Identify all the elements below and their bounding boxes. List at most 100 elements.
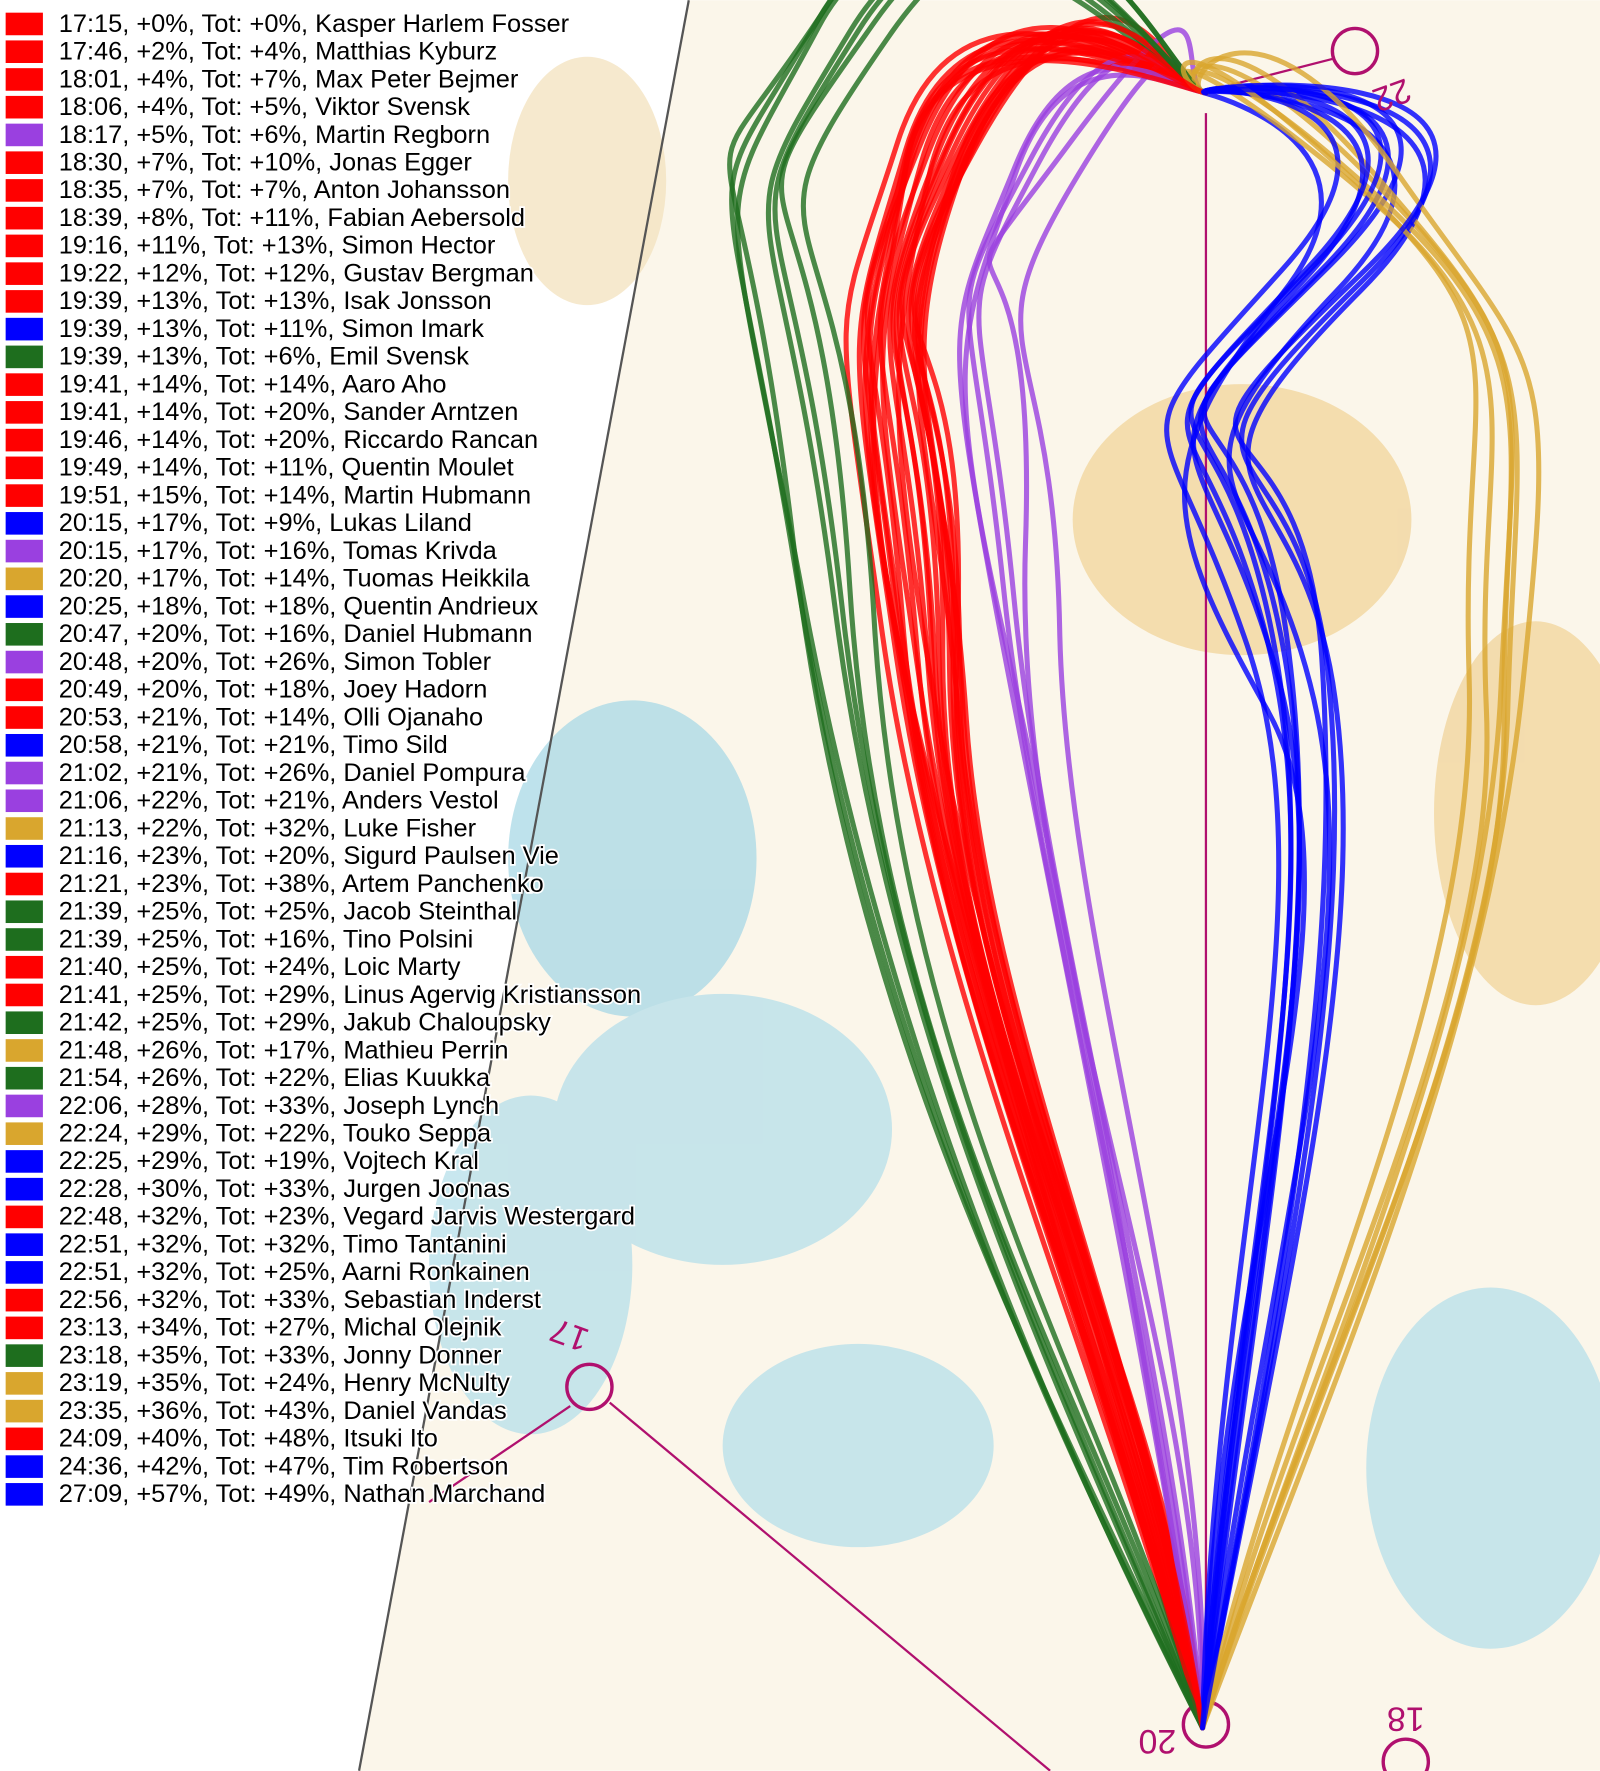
legend-label: 22:56, +32%, Tot: +33%, Sebastian Inders…	[59, 1286, 541, 1314]
route	[1180, 68, 1495, 1731]
legend-swatch	[5, 123, 43, 147]
route	[800, 0, 1209, 1731]
map-edge	[357, 0, 690, 1771]
legend-label: 19:41, +14%, Tot: +20%, Sander Arntzen	[59, 398, 519, 426]
legend-label: 21:42, +25%, Tot: +29%, Jakub Chaloupsky	[59, 1009, 551, 1037]
legend-swatch	[5, 706, 43, 729]
legend-swatch	[5, 1372, 43, 1395]
open-land	[1434, 621, 1600, 1006]
legend-label: 21:02, +21%, Tot: +26%, Daniel Pompura	[59, 759, 527, 787]
legend-swatch	[5, 983, 43, 1007]
course-leg	[428, 1405, 571, 1503]
legend-swatch	[5, 68, 43, 91]
legend-swatch	[5, 1150, 43, 1173]
legend-swatch	[5, 179, 43, 202]
legend-swatch	[5, 1205, 43, 1229]
terrain	[429, 56, 1600, 1649]
legend-label: 21:21, +23%, Tot: +38%, Artem Panchenko	[59, 870, 544, 898]
legend-label: 21:48, +26%, Tot: +17%, Mathieu Perrin	[59, 1036, 509, 1064]
legend-swatch	[5, 1233, 43, 1256]
legend-swatch	[5, 484, 43, 507]
legend-swatch	[5, 95, 43, 119]
legend-swatch	[5, 1122, 43, 1145]
legend-label: 23:35, +36%, Tot: +43%, Daniel Vandas	[59, 1397, 507, 1425]
route	[1200, 85, 1434, 1731]
legend-label: 20:15, +17%, Tot: +16%, Tomas Krivda	[59, 537, 498, 565]
routes	[727, 0, 1542, 1731]
legend-label: 18:17, +5%, Tot: +6%, Martin Regborn	[59, 121, 490, 149]
legend-label: 19:39, +13%, Tot: +11%, Simon Imark	[59, 315, 485, 343]
legend-label: 18:39, +8%, Tot: +11%, Fabian Aebersold	[59, 204, 525, 232]
route	[921, 48, 1209, 1731]
legend-label: 18:01, +4%, Tot: +7%, Max Peter Bejmer	[59, 65, 519, 93]
route	[1200, 82, 1439, 1731]
legend-label: 19:22, +12%, Tot: +12%, Gustav Bergman	[59, 259, 534, 287]
legend-swatch	[5, 262, 43, 285]
route	[1195, 50, 1542, 1731]
legend-label: 21:41, +25%, Tot: +29%, Linus Agervig Kr…	[59, 981, 641, 1009]
route	[871, 58, 1209, 1731]
legend-swatch	[5, 1066, 43, 1090]
legend-label: 21:54, +26%, Tot: +22%, Elias Kuukka	[59, 1064, 491, 1092]
legend-label: 19:49, +14%, Tot: +11%, Quentin Moulet	[59, 454, 514, 482]
route	[778, 0, 1209, 1731]
marsh	[722, 1343, 994, 1548]
legend-swatch	[5, 1177, 43, 1201]
control-circle	[1381, 1737, 1431, 1771]
legend-label: 24:09, +40%, Tot: +48%, Itsuki Ito	[59, 1425, 438, 1453]
legend-label: 22:24, +29%, Tot: +22%, Touko Seppa	[59, 1120, 492, 1148]
route	[856, 37, 1209, 1731]
legend-label: 21:16, +23%, Tot: +20%, Sigurd Paulsen V…	[59, 842, 559, 870]
legend-label: 21:13, +22%, Tot: +32%, Luke Fisher	[59, 814, 477, 842]
route	[1191, 56, 1515, 1731]
legend-swatch	[5, 151, 43, 174]
legend-label: 20:58, +21%, Tot: +21%, Timo Sild	[59, 731, 448, 759]
legend-swatch	[5, 456, 43, 480]
legend-swatch	[5, 733, 43, 757]
legend-swatch	[5, 1483, 43, 1506]
legend-swatch	[5, 678, 43, 702]
legend-label: 22:48, +32%, Tot: +23%, Vegard Jarvis We…	[59, 1203, 635, 1231]
legend-label: 22:28, +30%, Tot: +33%, Jurgen Joonas	[59, 1175, 510, 1203]
route	[1164, 88, 1341, 1731]
legend-swatch	[5, 12, 43, 36]
legend-label: 22:25, +29%, Tot: +19%, Vojtech Kral	[59, 1147, 479, 1175]
legend-label: 18:06, +4%, Tot: +5%, Viktor Svensk	[59, 93, 471, 121]
control-circle	[1330, 26, 1380, 76]
legend-label: 24:36, +42%, Tot: +47%, Tim Robertson	[59, 1452, 509, 1480]
route	[1180, 59, 1479, 1731]
open-land	[508, 56, 667, 306]
legend-swatch	[5, 1399, 43, 1423]
route	[772, 0, 1209, 1731]
legend-swatch	[5, 844, 43, 868]
legend-label: 17:46, +2%, Tot: +4%, Matthias Kyburz	[59, 38, 497, 66]
legend-label: 23:19, +35%, Tot: +24%, Henry McNulty	[59, 1369, 510, 1397]
legend-swatch	[5, 1455, 43, 1478]
control-circle	[565, 1362, 614, 1412]
legend-swatch	[5, 1316, 43, 1340]
legend-swatch	[5, 401, 43, 424]
route	[986, 27, 1209, 1731]
legend-label: 22:06, +28%, Tot: +33%, Joseph Lynch	[59, 1092, 499, 1120]
route	[765, 0, 1209, 1731]
legend-label: 22:51, +32%, Tot: +32%, Timo Tantanini	[59, 1230, 507, 1258]
course	[428, 26, 1431, 1771]
legend-label: 21:39, +25%, Tot: +16%, Tino Polsini	[59, 925, 474, 953]
legend-swatch	[5, 234, 43, 258]
route	[727, 0, 1209, 1731]
legend-label: 22:51, +32%, Tot: +25%, Aarni Ronkainen	[59, 1258, 530, 1286]
legend-swatch	[5, 206, 43, 230]
course-leg	[609, 1401, 1051, 1771]
legend-swatch	[5, 1039, 43, 1062]
legend-swatch	[5, 1344, 43, 1367]
legend: 17:15, +0%, Tot: +0%, Kasper Harlem Foss…	[5, 8, 643, 1510]
legend-label: 21:39, +25%, Tot: +25%, Jacob Steinthal	[59, 898, 517, 926]
legend-swatch	[5, 761, 43, 785]
legend-swatch	[5, 373, 43, 396]
legend-label: 19:39, +13%, Tot: +13%, Isak Jonsson	[59, 287, 492, 315]
legend-swatch	[5, 40, 43, 63]
legend-label: 20:25, +18%, Tot: +18%, Quentin Andrieux	[59, 592, 539, 620]
route	[1200, 87, 1428, 1731]
route	[1184, 86, 1371, 1731]
